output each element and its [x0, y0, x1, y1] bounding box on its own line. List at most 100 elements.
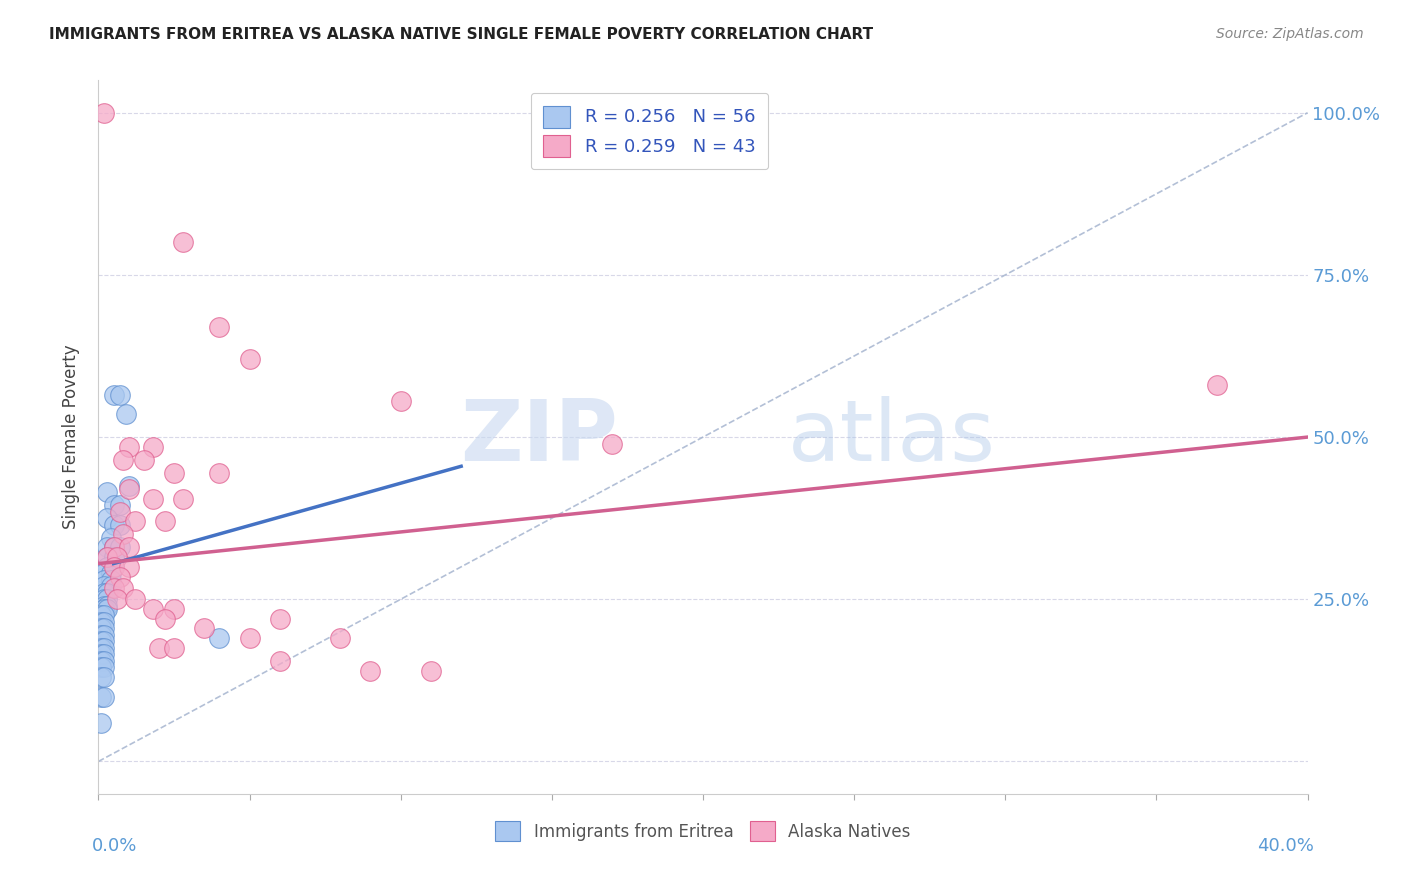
Point: [90, 715, 112, 730]
Point: [172, 491, 194, 506]
Point: [239, 631, 262, 645]
Point: [118, 559, 141, 574]
Point: [93, 648, 115, 662]
Point: [96, 550, 118, 565]
Point: [100, 566, 122, 581]
Point: [96, 485, 118, 500]
Point: [124, 592, 146, 607]
Point: [96, 541, 118, 555]
Point: [389, 394, 412, 409]
Point: [118, 440, 141, 454]
Point: [90, 608, 112, 623]
Point: [96, 592, 118, 607]
Point: [108, 505, 131, 519]
Point: [93, 622, 115, 636]
Point: [103, 541, 125, 555]
Point: [103, 559, 125, 574]
Text: ZIP: ZIP: [461, 395, 619, 479]
Point: [90, 622, 112, 636]
Point: [103, 559, 125, 574]
Point: [105, 592, 128, 607]
Point: [93, 670, 115, 684]
Point: [142, 440, 165, 454]
Y-axis label: Single Female Poverty: Single Female Poverty: [62, 345, 80, 529]
Point: [105, 550, 128, 565]
Point: [208, 466, 231, 480]
Point: [96, 559, 118, 574]
Point: [90, 640, 112, 655]
Point: [208, 631, 231, 645]
Point: [93, 634, 115, 648]
Point: [93, 640, 115, 655]
Point: [93, 566, 115, 581]
Point: [118, 482, 141, 496]
Point: [118, 541, 141, 555]
Point: [108, 541, 131, 555]
Point: [93, 602, 115, 616]
Legend: Immigrants from Eritrea, Alaska Natives: Immigrants from Eritrea, Alaska Natives: [486, 813, 920, 850]
Text: 0.0%: 0.0%: [93, 837, 138, 855]
Point: [100, 579, 122, 593]
Point: [329, 631, 352, 645]
Point: [93, 592, 115, 607]
Point: [153, 612, 176, 626]
Point: [96, 550, 118, 565]
Point: [96, 602, 118, 616]
Point: [153, 515, 176, 529]
Point: [103, 541, 125, 555]
Point: [193, 622, 215, 636]
Text: IMMIGRANTS FROM ERITREA VS ALASKA NATIVE SINGLE FEMALE POVERTY CORRELATION CHART: IMMIGRANTS FROM ERITREA VS ALASKA NATIVE…: [49, 27, 873, 42]
Point: [148, 640, 170, 655]
Point: [93, 654, 115, 668]
Point: [132, 452, 155, 467]
Point: [118, 479, 141, 493]
Point: [142, 491, 165, 506]
Point: [90, 690, 112, 704]
Point: [103, 581, 125, 595]
Point: [111, 452, 134, 467]
Point: [163, 466, 186, 480]
Point: [96, 586, 118, 600]
Point: [124, 515, 146, 529]
Point: [108, 517, 131, 532]
Point: [163, 602, 186, 616]
Point: [96, 599, 118, 613]
Text: Source: ZipAtlas.com: Source: ZipAtlas.com: [1216, 27, 1364, 41]
Point: [239, 352, 262, 367]
Point: [96, 511, 118, 525]
Point: [90, 654, 112, 668]
Point: [93, 105, 115, 120]
Point: [90, 615, 112, 629]
Point: [100, 573, 122, 587]
Point: [103, 388, 125, 402]
Point: [269, 612, 291, 626]
Point: [90, 648, 112, 662]
Point: [114, 408, 136, 422]
Text: 40.0%: 40.0%: [1257, 837, 1313, 855]
Point: [163, 640, 186, 655]
Point: [93, 586, 115, 600]
Point: [142, 602, 165, 616]
Point: [93, 608, 115, 623]
Point: [420, 664, 443, 678]
Point: [103, 517, 125, 532]
Point: [1206, 378, 1229, 392]
Point: [111, 527, 134, 541]
Point: [90, 628, 112, 642]
Point: [108, 388, 131, 402]
Point: [108, 498, 131, 512]
Point: [360, 664, 382, 678]
Point: [93, 573, 115, 587]
Point: [602, 436, 624, 450]
Point: [93, 628, 115, 642]
Point: [103, 550, 125, 565]
Point: [100, 531, 122, 545]
Point: [111, 581, 134, 595]
Point: [93, 599, 115, 613]
Point: [208, 319, 231, 334]
Point: [90, 670, 112, 684]
Point: [103, 498, 125, 512]
Point: [90, 660, 112, 674]
Point: [90, 634, 112, 648]
Point: [93, 660, 115, 674]
